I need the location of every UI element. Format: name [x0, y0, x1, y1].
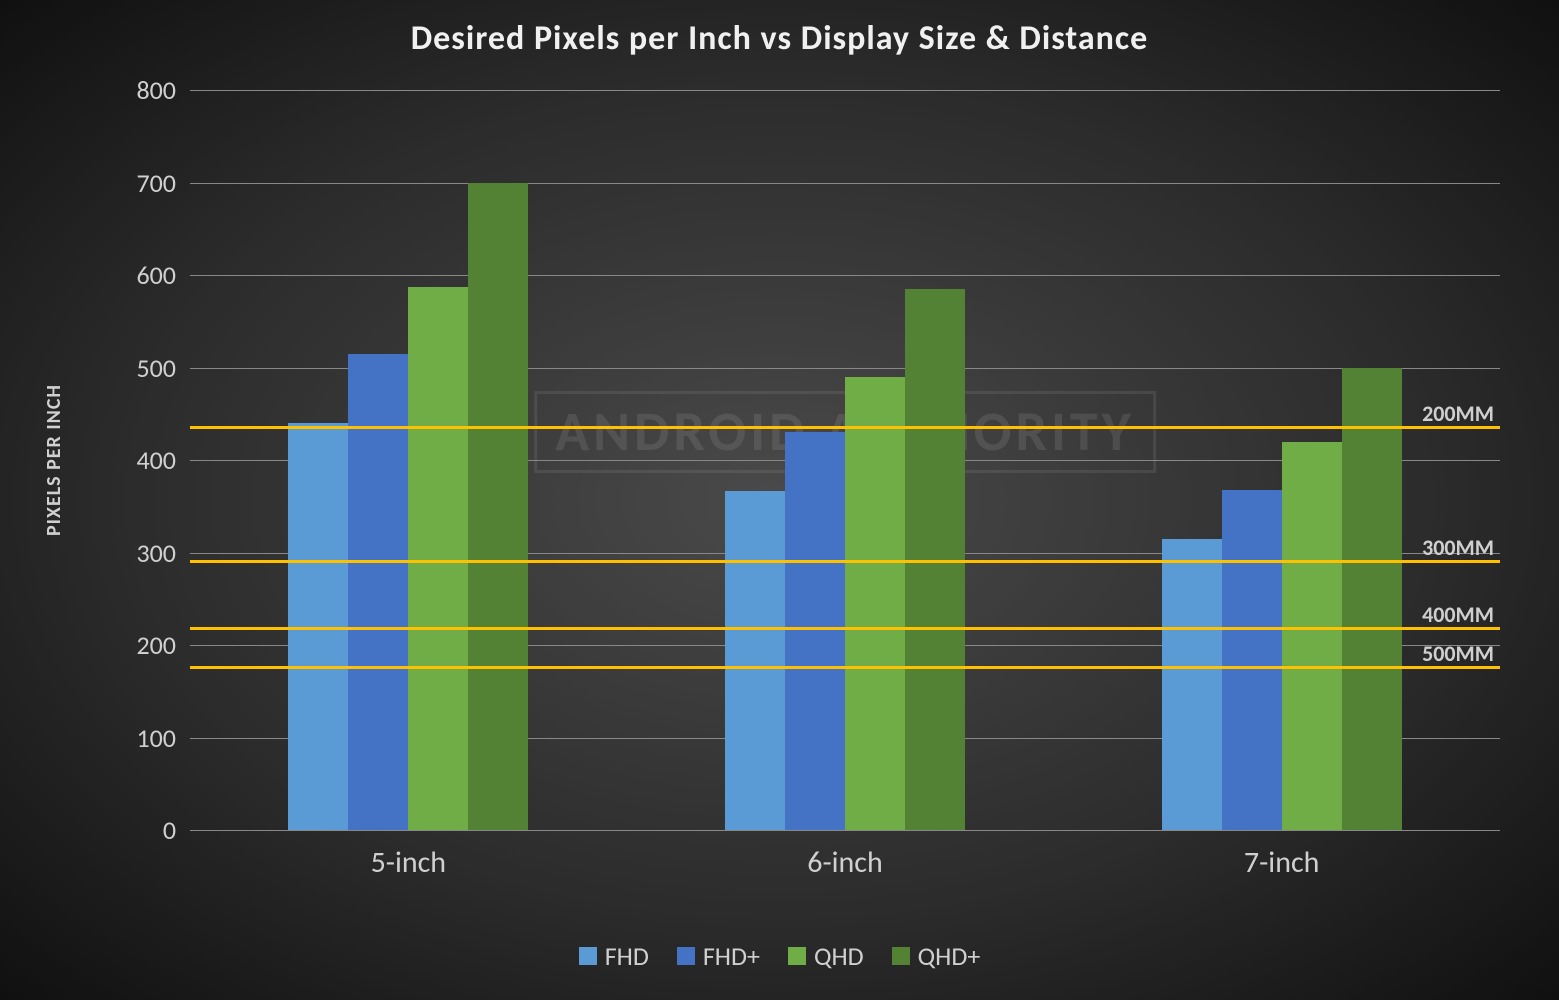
legend: FHD FHD+ QHD QHD+ — [0, 940, 1559, 972]
bar — [408, 287, 468, 830]
reference-line-label: 400MM — [1422, 601, 1494, 628]
legend-swatch — [788, 947, 806, 965]
legend-item: QHD — [788, 940, 864, 972]
ytick-label: 0 — [163, 814, 176, 846]
legend-swatch — [892, 947, 910, 965]
reference-line — [190, 426, 1500, 429]
bar — [468, 183, 528, 831]
xcat-label: 5-inch — [371, 844, 446, 881]
xcat-label: 6-inch — [807, 844, 882, 881]
reference-line — [190, 627, 1500, 630]
reference-line — [190, 560, 1500, 563]
legend-item: FHD+ — [677, 940, 760, 972]
ytick-label: 300 — [136, 537, 176, 569]
gridline — [190, 90, 1500, 91]
ytick-label: 600 — [136, 259, 176, 291]
legend-item: QHD+ — [892, 940, 981, 972]
bar — [785, 432, 845, 830]
reference-line-label: 200MM — [1422, 400, 1494, 427]
plot-area: ANDROID AUTHORITY 0100200300400500600700… — [190, 90, 1500, 830]
legend-item: FHD — [579, 940, 649, 972]
bar — [1282, 442, 1342, 831]
ytick-label: 100 — [136, 722, 176, 754]
legend-swatch — [677, 947, 695, 965]
gridline — [190, 183, 1500, 184]
chart-container: Desired Pixels per Inch vs Display Size … — [0, 0, 1559, 1000]
legend-swatch — [579, 947, 597, 965]
chart-title-text: Desired Pixels per Inch vs Display Size … — [411, 18, 1148, 59]
legend-label: QHD — [814, 940, 864, 972]
xcat-label: 7-inch — [1244, 844, 1319, 881]
legend-label: FHD — [605, 940, 649, 972]
bar — [1342, 368, 1402, 831]
ytick-label: 500 — [136, 352, 176, 384]
ytick-label: 400 — [136, 444, 176, 476]
ytick-label: 700 — [136, 167, 176, 199]
reference-line-label: 500MM — [1422, 640, 1494, 667]
bar — [1162, 539, 1222, 830]
chart-title: Desired Pixels per Inch vs Display Size … — [0, 18, 1559, 59]
legend-label: QHD+ — [918, 940, 981, 972]
ytick-label: 800 — [136, 74, 176, 106]
reference-line — [190, 666, 1500, 669]
ytick-label: 200 — [136, 629, 176, 661]
bar — [725, 491, 785, 830]
reference-line-label: 300MM — [1422, 534, 1494, 561]
bar — [845, 377, 905, 830]
yaxis-title: PIXELS PER INCH — [42, 384, 66, 536]
bar — [1222, 490, 1282, 830]
legend-label: FHD+ — [703, 940, 760, 972]
gridline — [190, 830, 1500, 831]
gridline — [190, 275, 1500, 276]
